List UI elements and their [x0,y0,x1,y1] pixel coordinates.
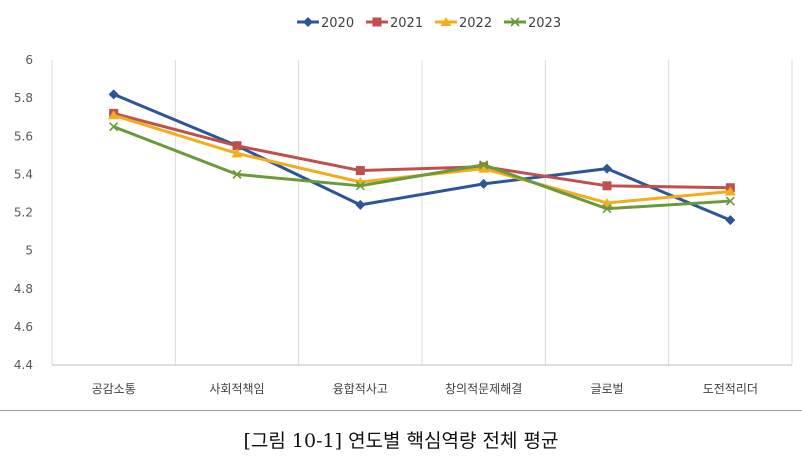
data-point-2023 [479,160,489,170]
data-point-2020 [478,178,489,189]
marker-stroke [109,122,119,132]
data-point-2023 [109,122,119,132]
data-point-2023 [602,204,612,214]
y-tick-label: 5.2 [14,206,33,220]
y-tick-label: 6 [25,53,33,67]
x-axis-ticks: 공감소통 사회적책임 융합적사고 창의적문제해결 글로벌 도전적리더 [92,381,758,396]
marker-stroke [355,181,365,191]
legend-marker [303,17,313,27]
data-point-2021 [602,181,612,191]
legend-label: 2022 [459,16,492,31]
series-line-2020 [113,92,731,222]
series-2023 [109,122,735,214]
data-point-2020 [108,89,119,100]
data-point-2022 [478,163,490,173]
data-point-2022 [231,148,243,158]
y-tick-label: 5 [25,244,33,258]
data-point-2022 [724,186,736,196]
y-tick-label: 5.6 [14,129,33,143]
y-tick-label: 4.4 [14,358,33,372]
series-line-2023 [113,125,731,211]
series-lines [108,89,736,226]
x-tick-label: 글로벌 [590,382,623,396]
marker-stroke [510,17,520,27]
x-tick-label: 공감소통 [92,382,136,396]
figure-caption: [그림 10-1] 연도별 핵심역량 전체 평균 [243,430,559,452]
marker-stroke [232,169,242,179]
legend-label: 2020 [321,16,354,31]
y-axis-ticks: 4.4 4.6 4.8 5 5.2 5.4 5.6 5.8 6 [14,53,33,372]
data-point-2021 [355,166,365,176]
legend-item-2023: 2023 [504,16,561,31]
data-point-2020 [355,199,366,210]
data-point-2020 [602,163,612,174]
legend: 2020 2021 2022 2023 [297,16,561,31]
marker-stroke [602,204,612,214]
data-point-2023 [725,196,735,206]
data-point-2020 [725,215,736,226]
data-point-2022 [601,197,613,207]
y-tick-label: 5.8 [14,91,33,105]
legend-item-2020: 2020 [297,16,354,31]
x-tick-label: 창의적문제해결 [445,382,522,396]
data-point-2022 [108,110,120,120]
legend-marker [440,17,452,26]
legend-label: 2021 [390,16,423,31]
legend-label: 2023 [528,16,561,31]
x-tick-label: 융합적사고 [333,382,388,396]
x-tick-label: 사회적책임 [209,381,264,396]
data-point-2023 [355,181,365,191]
legend-marker [372,17,382,27]
y-tick-label: 4.8 [14,282,33,296]
y-tick-label: 5.4 [14,167,33,181]
line-chart: 4.4 4.6 4.8 5 5.2 5.4 5.6 5.8 6 공감소통 사회적책임 융합적사고 창의… [14,16,793,396]
y-tick-label: 4.6 [14,320,33,334]
x-tick-label: 도전적리더 [703,382,758,396]
series-line-2021 [113,111,731,190]
legend-item-2021: 2021 [366,16,423,31]
data-point-2021 [232,141,242,151]
legend-item-2022: 2022 [435,16,492,31]
caption-separator [0,410,802,411]
marker-stroke [479,160,489,170]
grid-lines [51,60,793,366]
legend-marker [510,17,520,27]
data-point-2023 [232,169,242,179]
marker-stroke [725,196,735,206]
